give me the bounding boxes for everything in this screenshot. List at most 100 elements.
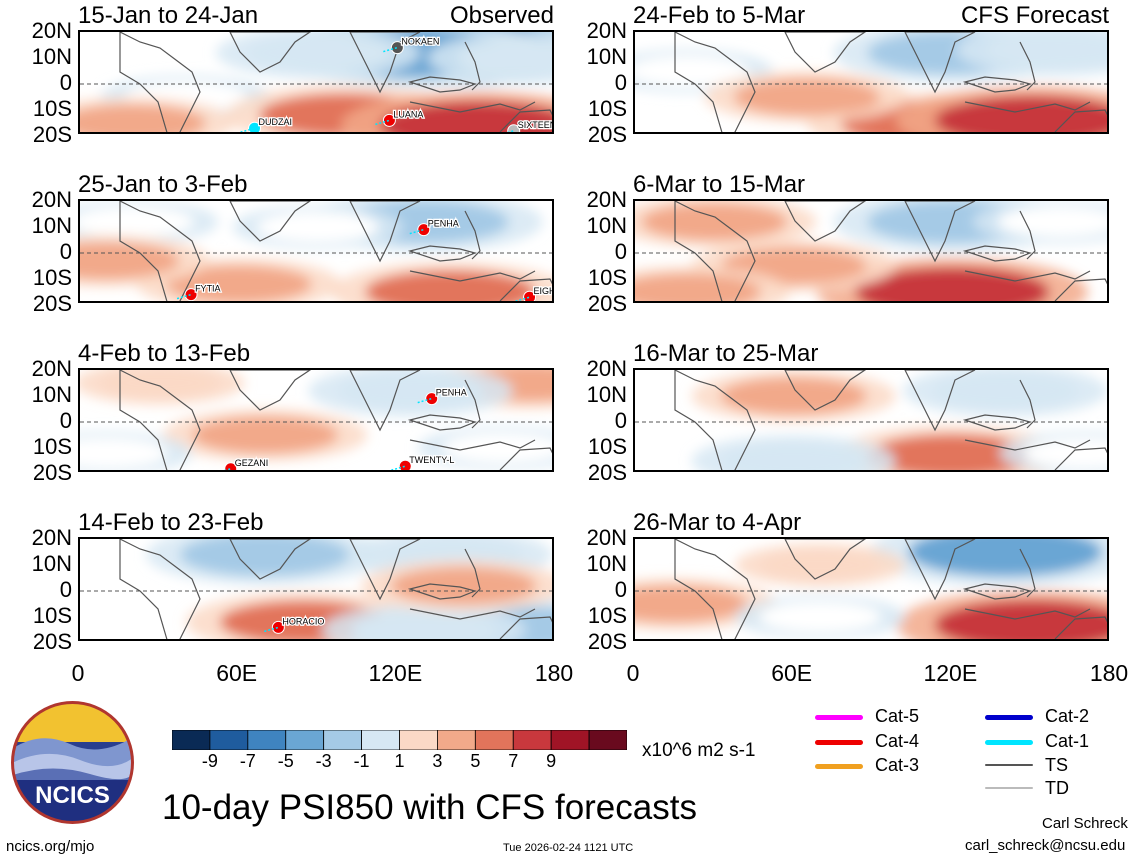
- anomaly-feature: [635, 273, 761, 301]
- ncics-logo: NCICS: [11, 701, 134, 824]
- coastline: [1054, 616, 1107, 639]
- legend-line: [985, 715, 1033, 720]
- panel-title: 25-Jan to 3-Feb: [78, 171, 248, 198]
- storm-marker: [271, 620, 285, 634]
- storm-label: NOKAEN: [401, 37, 439, 47]
- colorbar-segment: [323, 730, 362, 750]
- storm-track: [383, 46, 398, 53]
- colorbar-tick-label: 5: [470, 751, 481, 771]
- colorbar-segment: [172, 730, 211, 750]
- colorbar-segment: [209, 730, 249, 750]
- legend-line: [985, 764, 1033, 766]
- anomaly-feature: [641, 203, 788, 241]
- y-tick-label: 20N: [31, 187, 72, 212]
- map-panel-obs2: PENHA FYTIA EIGHTEEN: [78, 199, 554, 303]
- y-tick-label: 0: [59, 239, 72, 264]
- storm-label: FYTIA: [195, 284, 221, 294]
- colorbar-segment: [285, 730, 325, 750]
- footer-email[interactable]: carl_schreck@ncsu.edu: [965, 837, 1126, 854]
- x-tick-label: 60E: [216, 660, 258, 686]
- y-tick-label: 0: [614, 577, 627, 602]
- coastline: [464, 379, 481, 429]
- coastline: [499, 616, 552, 639]
- y-tick-label: 20S: [587, 629, 627, 654]
- anomaly-feature: [932, 372, 1079, 410]
- storm-marker: [184, 288, 198, 301]
- anomaly-feature: [80, 242, 180, 280]
- x-tick-label: 180: [534, 660, 574, 686]
- y-tick-label: 20S: [32, 629, 72, 654]
- y-tick-label: 10S: [32, 265, 72, 290]
- x-tick-label: 180: [1089, 660, 1129, 686]
- legend-label: Cat-2: [1045, 706, 1090, 726]
- legend-label: TS: [1045, 755, 1069, 775]
- x-tick-label: 120E: [368, 660, 423, 686]
- coastline: [499, 278, 552, 301]
- panel-title: 16-Mar to 25-Mar: [633, 340, 819, 367]
- y-tick-label: 0: [614, 70, 627, 95]
- y-tick-label: 20N: [31, 356, 72, 381]
- coastline: [229, 370, 312, 411]
- map-svg: PENHA FYTIA EIGHTEEN: [80, 201, 552, 301]
- y-tick-label: 10N: [31, 44, 72, 69]
- storm-track: [391, 465, 406, 470]
- panel-title: 24-Feb to 5-Mar: [633, 2, 806, 29]
- anomaly-feature: [997, 206, 1107, 238]
- coastline: [1054, 447, 1107, 470]
- y-tick-label: 0: [59, 70, 72, 95]
- panel-title: 15-Jan to 24-Jan: [78, 2, 259, 29]
- coastline: [904, 32, 976, 94]
- anomaly-feature: [98, 370, 221, 399]
- legend-line: [815, 764, 863, 769]
- y-tick-label: 10S: [32, 96, 72, 121]
- y-tick-label: 10N: [31, 382, 72, 407]
- storm-track: [264, 626, 279, 633]
- coastline: [349, 32, 421, 94]
- map-panel-fc2: [633, 199, 1109, 303]
- colorbar-segment: [588, 730, 627, 750]
- y-tick-label: 10S: [587, 603, 627, 628]
- y-tick-label: 10S: [32, 603, 72, 628]
- coastline: [1054, 109, 1107, 132]
- storm-label: DUDZAI: [259, 117, 293, 127]
- y-tick-label: 20S: [32, 291, 72, 316]
- map-svg: [635, 370, 1107, 470]
- storm-label: SIXTEEN: [518, 120, 554, 130]
- coastline: [1019, 379, 1036, 429]
- anomaly-feature: [720, 442, 867, 470]
- colorbar-segment: [550, 730, 590, 750]
- y-tick-label: 10N: [586, 213, 627, 238]
- x-tick-label: 120E: [923, 660, 978, 686]
- y-tick-label: 0: [614, 408, 627, 433]
- y-tick-label: 10S: [587, 96, 627, 121]
- storm-marker: [523, 290, 537, 301]
- map-svg: HORACIO: [80, 539, 552, 639]
- anomaly-feature: [165, 265, 312, 301]
- x-tick-label: 0: [626, 660, 640, 686]
- anomaly-feature: [635, 585, 748, 623]
- storm-marker: [398, 459, 412, 470]
- storm-track: [515, 296, 530, 301]
- anomaly-feature: [867, 434, 1038, 470]
- colorbar-segment: [512, 730, 552, 750]
- footer-site[interactable]: ncics.org/mjo: [6, 838, 95, 855]
- anomaly-feature: [855, 267, 1050, 301]
- y-tick-label: 20N: [586, 18, 627, 43]
- y-tick-label: 20N: [586, 525, 627, 550]
- colorbar-tick-label: -1: [353, 751, 370, 771]
- coastline: [464, 41, 481, 91]
- y-tick-label: 10S: [587, 434, 627, 459]
- coastline: [409, 270, 536, 282]
- colorbar-segment: [437, 730, 476, 750]
- coastline: [464, 210, 481, 260]
- storm-marker: [425, 392, 439, 406]
- storm-track: [240, 127, 255, 132]
- anomaly-feature: [80, 206, 194, 238]
- coastline: [964, 439, 1091, 451]
- coastline: [904, 539, 976, 601]
- anomaly-feature: [759, 601, 882, 633]
- storm-marker: [390, 41, 404, 55]
- map-svg: NOKAEN DUDZAI LUANA SIXTEEN: [80, 32, 554, 132]
- colorbar-units: x10^6 m2 s-1: [642, 740, 756, 761]
- y-tick-label: 20N: [586, 356, 627, 381]
